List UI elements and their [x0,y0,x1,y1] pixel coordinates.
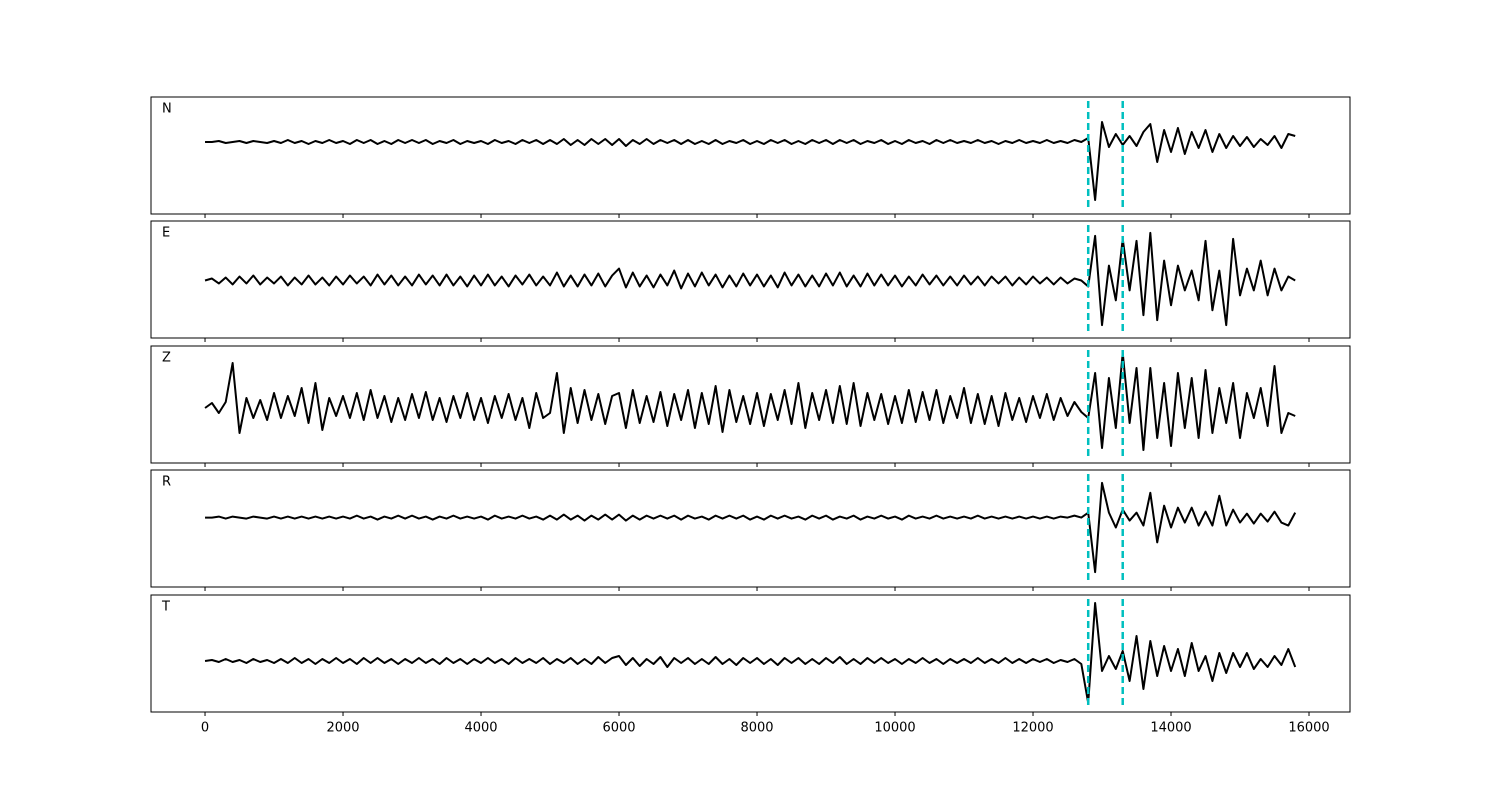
panel-frame [150,469,1351,588]
panel-label: N [162,102,172,117]
waveform [205,121,1296,201]
x-tick-label: 2000 [326,721,359,736]
waveform [204,352,1296,451]
x-tick-label: 6000 [602,721,635,736]
panel-label: R [162,475,171,490]
panel-label: E [162,226,170,241]
x-tick-label: 16000 [1288,721,1329,736]
x-tick-label: 10000 [874,721,915,736]
x-tick-label: 8000 [740,721,773,736]
panel-frame [150,220,1351,339]
panel-frame [150,345,1351,464]
x-tick-label: 12000 [1012,721,1053,736]
x-tick-label: 0 [201,721,209,736]
panel-frame [150,594,1351,713]
waveform [204,231,1296,327]
waveform [205,481,1297,574]
panel-label: Z [162,351,171,366]
panel-frame [150,96,1351,215]
panel-label: T [161,600,170,615]
x-tick-label: 4000 [464,721,497,736]
waveform [204,602,1297,704]
x-tick-label: 14000 [1150,721,1191,736]
